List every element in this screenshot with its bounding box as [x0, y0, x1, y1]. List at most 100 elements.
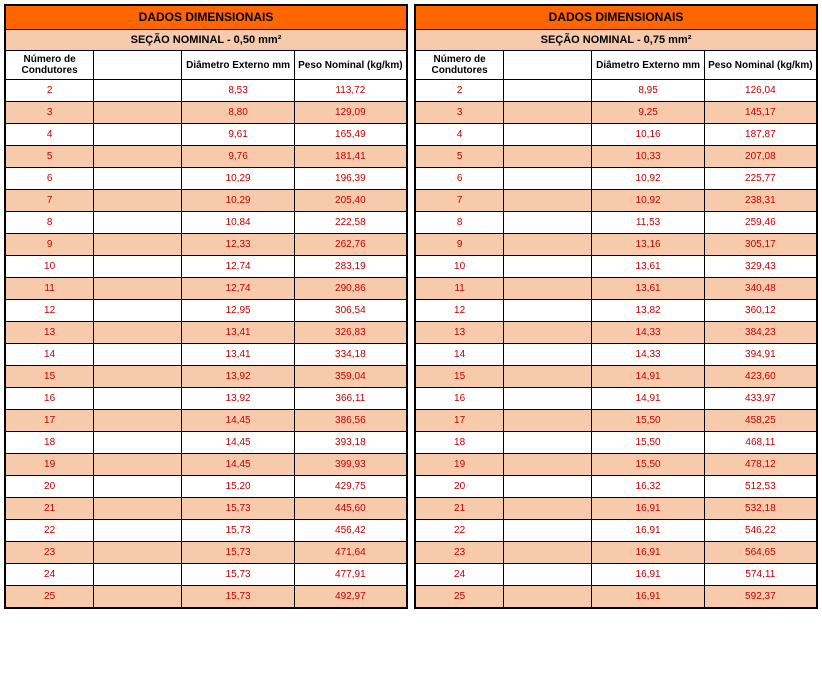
table-cell: 17	[416, 410, 504, 432]
table-row: 610,29196,39	[6, 168, 407, 190]
table-cell: 433,97	[704, 388, 816, 410]
table-row: 2016,32512,53	[416, 476, 817, 498]
table-cell: 18	[416, 432, 504, 454]
table-cell: 11	[416, 278, 504, 300]
table-cell	[94, 388, 182, 410]
table-cell: 564,65	[704, 542, 816, 564]
table-cell	[94, 322, 182, 344]
table-cell: 423,60	[704, 366, 816, 388]
table-cell: 181,41	[294, 146, 406, 168]
table-row: 1815,50468,11	[416, 432, 817, 454]
table-cell: 471,64	[294, 542, 406, 564]
table-cell: 22	[416, 520, 504, 542]
table-row: 1213,82360,12	[416, 300, 817, 322]
table-row: 913,16305,17	[416, 234, 817, 256]
table-cell	[504, 366, 592, 388]
table-cell: 196,39	[294, 168, 406, 190]
right-title: DADOS DIMENSIONAIS	[416, 6, 817, 30]
table-cell: 23	[416, 542, 504, 564]
table-row: 2316,91564,65	[416, 542, 817, 564]
table-cell: 14	[6, 344, 94, 366]
table-cell: 9	[6, 234, 94, 256]
right-tbody: 28,95126,0439,25145,17410,16187,87510,33…	[416, 80, 817, 608]
table-cell: 10,29	[182, 190, 294, 212]
table-cell: 262,76	[294, 234, 406, 256]
table-row: 811,53259,46	[416, 212, 817, 234]
table-cell: 14,45	[182, 454, 294, 476]
table-cell: 14,91	[592, 388, 704, 410]
table-cell: 512,53	[704, 476, 816, 498]
table-cell	[94, 256, 182, 278]
table-cell: 359,04	[294, 366, 406, 388]
table-cell: 16,91	[592, 564, 704, 586]
table-row: 1413,41334,18	[6, 344, 407, 366]
right-table: DADOS DIMENSIONAIS SEÇÃO NOMINAL - 0,75 …	[415, 5, 817, 608]
table-cell: 477,91	[294, 564, 406, 586]
table-cell: 16	[6, 388, 94, 410]
table-cell: 366,11	[294, 388, 406, 410]
table-cell: 10,16	[592, 124, 704, 146]
table-cell: 12,74	[182, 278, 294, 300]
table-cell: 7	[416, 190, 504, 212]
table-cell: 7	[6, 190, 94, 212]
table-cell: 24	[6, 564, 94, 586]
left-table: DADOS DIMENSIONAIS SEÇÃO NOMINAL - 0,50 …	[5, 5, 407, 608]
table-cell: 15,20	[182, 476, 294, 498]
table-cell: 16,32	[592, 476, 704, 498]
table-cell: 2	[6, 80, 94, 102]
table-cell: 12,33	[182, 234, 294, 256]
table-cell: 492,97	[294, 586, 406, 608]
table-row: 1514,91423,60	[416, 366, 817, 388]
table-row: 7 10,29205,40	[6, 190, 407, 212]
table-cell: 394,91	[704, 344, 816, 366]
table-cell: 12	[416, 300, 504, 322]
table-cell: 10,33	[592, 146, 704, 168]
table-row: 1513,92359,04	[6, 366, 407, 388]
table-cell: 10,29	[182, 168, 294, 190]
table-cell: 15,50	[592, 432, 704, 454]
table-cell	[504, 256, 592, 278]
table-row: 2516,91592,37	[416, 586, 817, 608]
table-cell: 259,46	[704, 212, 816, 234]
table-cell: 10	[416, 256, 504, 278]
table-cell: 205,40	[294, 190, 406, 212]
table-cell	[504, 300, 592, 322]
table-cell: 15,73	[182, 542, 294, 564]
table-cell: 15,73	[182, 520, 294, 542]
table-cell: 532,18	[704, 498, 816, 520]
table-cell: 14,45	[182, 432, 294, 454]
right-subtitle: SEÇÃO NOMINAL - 0,75 mm²	[416, 30, 817, 51]
table-row: 28,95126,04	[416, 80, 817, 102]
left-tbody: 28,53113,7238,80129,0949,61165,4959,7618…	[6, 80, 407, 608]
table-cell: 13,92	[182, 366, 294, 388]
table-row: 1414,33394,91	[416, 344, 817, 366]
table-cell: 13	[6, 322, 94, 344]
table-cell: 4	[6, 124, 94, 146]
table-cell: 15,73	[182, 586, 294, 608]
table-cell: 3	[416, 102, 504, 124]
table-cell: 14,91	[592, 366, 704, 388]
table-cell: 2	[416, 80, 504, 102]
table-cell: 15,73	[182, 498, 294, 520]
table-row: 1212,95306,54	[6, 300, 407, 322]
table-cell: 11,53	[592, 212, 704, 234]
table-cell	[94, 542, 182, 564]
table-cell	[94, 212, 182, 234]
table-cell: 187,87	[704, 124, 816, 146]
table-cell	[504, 586, 592, 608]
table-cell: 384,23	[704, 322, 816, 344]
table-cell: 19	[416, 454, 504, 476]
right-col-0: Número de Condutores	[416, 51, 504, 80]
table-row: 810,84222,58	[6, 212, 407, 234]
table-cell	[94, 432, 182, 454]
table-row: 1013,61329,43	[416, 256, 817, 278]
table-cell: 225,77	[704, 168, 816, 190]
table-cell: 9,25	[592, 102, 704, 124]
table-cell: 11	[6, 278, 94, 300]
table-cell: 10,84	[182, 212, 294, 234]
table-cell: 13,16	[592, 234, 704, 256]
table-cell	[94, 234, 182, 256]
table-cell: 23	[6, 542, 94, 564]
right-panel: DADOS DIMENSIONAIS SEÇÃO NOMINAL - 0,75 …	[414, 4, 818, 609]
table-cell: 21	[416, 498, 504, 520]
